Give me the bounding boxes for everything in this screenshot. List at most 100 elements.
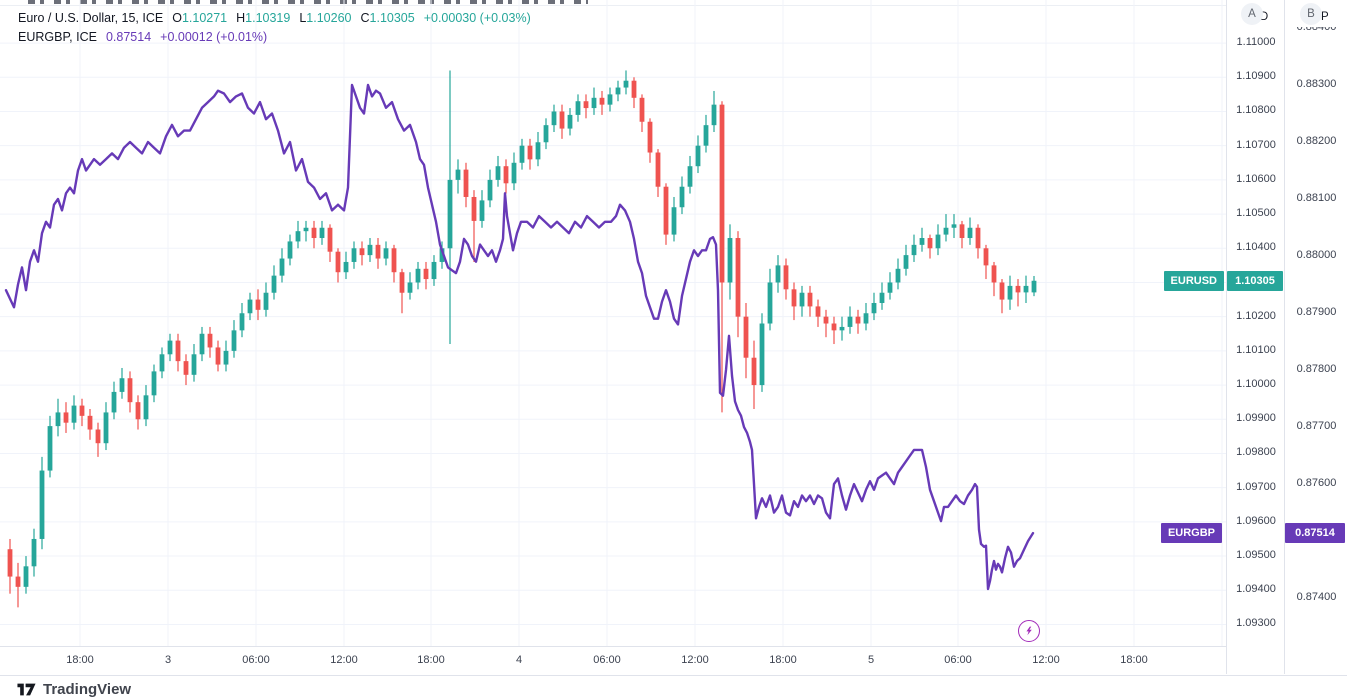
eurusd-candle [911, 234, 917, 262]
tradingview-logo-icon [17, 683, 36, 696]
eurusd-candle [919, 227, 925, 252]
eurgbp-series-badge: EURGBP [1160, 523, 1222, 543]
eurusd-candle [127, 371, 133, 413]
eurusd-candle [415, 261, 421, 290]
eurusd-candle [247, 292, 253, 321]
eurusd-candle [887, 272, 893, 300]
eurusd-candle [663, 183, 669, 245]
usd-axis-label: 1.10900 [1236, 70, 1276, 83]
eurusd-candle [519, 138, 525, 170]
eurusd-candle [351, 241, 357, 269]
change-value: +0.00012 (+0.01%) [160, 29, 268, 44]
eurusd-candle [15, 562, 21, 608]
eurusd-candle [31, 528, 37, 577]
eurusd-candle [935, 224, 941, 256]
eurusd-candle [319, 220, 325, 245]
eurusd-candle [263, 282, 269, 317]
time-axis-label: 06:00 [944, 654, 972, 666]
time-axis-label: 12:00 [330, 654, 358, 666]
time-axis-label: 18:00 [1120, 654, 1148, 666]
time-axis-label: 12:00 [1032, 654, 1060, 666]
time-axis-label: 3 [164, 654, 172, 666]
usd-axis-label: 1.11000 [1236, 36, 1276, 49]
usd-axis-label: 1.10700 [1236, 138, 1276, 151]
eurusd-candle [47, 415, 53, 478]
eurusd-candle [895, 258, 901, 290]
eurusd-candle [535, 132, 541, 167]
usd-price-axis[interactable]: USD 1.110001.109001.108001.107001.106001… [1226, 0, 1285, 674]
eurusd-candle [1015, 279, 1021, 307]
eurusd-candle [311, 220, 317, 249]
eurusd-candle [183, 354, 189, 386]
eurusd-candle [647, 118, 653, 163]
chart-canvas[interactable] [0, 0, 1226, 646]
eurusd-candle [479, 190, 485, 228]
legend: Euro / U.S. Dollar, 15, ICE O1.10271 H1.10… [18, 9, 534, 46]
eurusd-candle [815, 299, 821, 327]
eurusd-candle [191, 344, 197, 382]
gbp-axis-label: 0.88000 [1296, 249, 1337, 261]
eurusd-candle [943, 214, 949, 242]
eurusd-candle [735, 231, 741, 338]
low-value: 1.10260 [306, 11, 352, 25]
eurusd-candle [399, 268, 405, 314]
eurusd-candle [423, 261, 429, 290]
eurusd-candle [327, 224, 333, 262]
eurusd-candle [927, 234, 933, 259]
eurusd-candle [151, 364, 157, 403]
symbol-title[interactable]: Euro / U.S. Dollar, 15, ICE [18, 11, 164, 25]
time-axis[interactable]: 18:00 3 06:00 12:00 18:00 4 06:00 12:00 18:00 5 06… [0, 646, 1347, 676]
eurusd-candle [335, 248, 341, 283]
eurusd-candle [503, 159, 509, 194]
eurusd-candle [743, 302, 749, 379]
time-axis-label: 18:00 [417, 654, 445, 666]
eurusd-candle [1007, 275, 1013, 310]
usd-axis-label: 1.10400 [1236, 241, 1276, 254]
eurgbp-last-price-badge: 0.87514 [1285, 523, 1345, 543]
time-axis-label: 18:00 [66, 654, 94, 666]
gbp-axis-label: 0.87700 [1296, 420, 1337, 433]
eurusd-candle [223, 340, 229, 372]
scale-toggle-b[interactable]: B [1300, 3, 1322, 25]
usd-axis-label: 1.10500 [1236, 207, 1276, 220]
eurusd-candle [583, 94, 589, 119]
legend-row-eurgbp[interactable]: EURGBP, ICE 0.87514 +0.00012 (+0.01%) [18, 28, 534, 47]
usd-axis-label: 1.09300 [1236, 617, 1276, 630]
eurusd-candle [631, 77, 637, 109]
gbp-price-axis[interactable]: GBP 0.884000.883000.882000.881000.880000… [1284, 0, 1347, 674]
eurusd-candle [999, 279, 1005, 314]
eurusd-candle [703, 114, 709, 153]
eurusd-candle [543, 118, 549, 150]
tradingview-logo-link[interactable]: TradingView [17, 681, 131, 698]
eurusd-candle [967, 217, 973, 245]
eurusd-candle [863, 302, 869, 331]
gbp-axis-label: 0.87800 [1296, 363, 1337, 376]
eurusd-candle [607, 87, 613, 112]
eurusd-candle [175, 333, 181, 372]
symbol-title[interactable]: EURGBP, ICE [18, 29, 97, 44]
eurusd-candle [391, 244, 397, 283]
scale-toggle-a[interactable]: A [1241, 3, 1263, 25]
legend-row-eurusd[interactable]: Euro / U.S. Dollar, 15, ICE O1.10271 H1.10… [18, 9, 534, 28]
eurusd-candle [791, 282, 797, 321]
eurusd-candle [63, 402, 69, 433]
gbp-axis-label: 0.88300 [1296, 77, 1337, 90]
eurusd-candle [711, 90, 717, 133]
instant-trading-button[interactable] [1018, 620, 1040, 642]
eurusd-candle [207, 326, 213, 358]
time-axis-label: 18:00 [769, 654, 797, 666]
eurusd-candle [751, 340, 757, 410]
eurusd-candle [871, 292, 877, 321]
eurusd-candle [671, 196, 677, 242]
eurusd-candle [279, 248, 285, 283]
eurusd-series-badge: EURUSD [1163, 271, 1224, 291]
usd-axis-label: 1.10000 [1236, 378, 1276, 391]
top-clipped-text-fragment [28, 0, 588, 4]
eurusd-candle [375, 238, 381, 269]
eurusd-candle [231, 320, 237, 358]
eurusd-candle [287, 234, 293, 266]
time-axis-label: 06:00 [593, 654, 621, 666]
price-chart-pane[interactable]: Euro / U.S. Dollar, 15, ICE O1.10271 H1.10… [0, 0, 1226, 646]
eurusd-candle [655, 149, 661, 197]
eurusd-candle [575, 94, 581, 122]
